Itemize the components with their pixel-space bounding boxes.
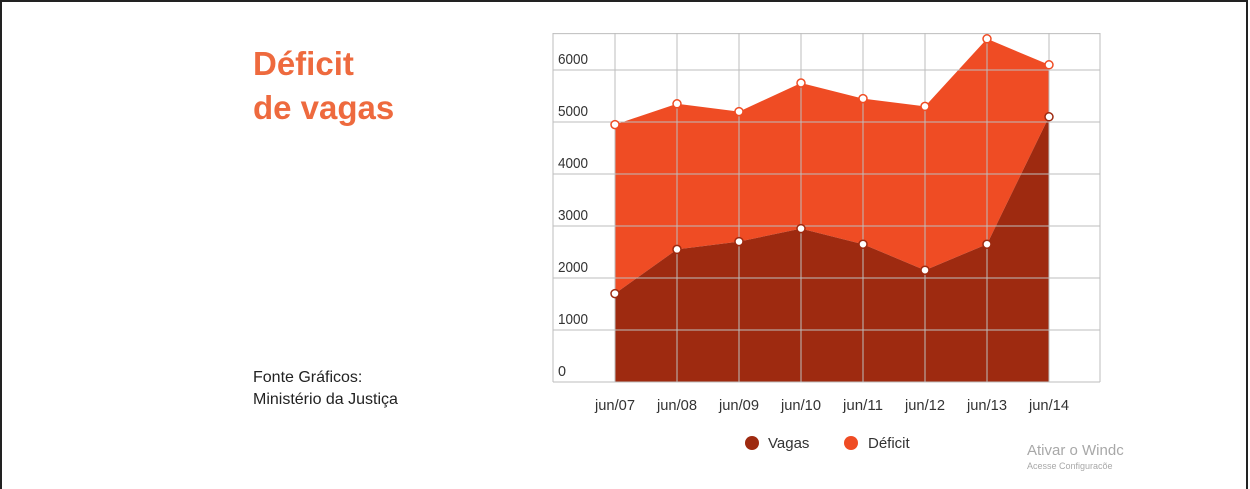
y-tick-label: 0 bbox=[558, 363, 566, 380]
watermark-line-1: Ativar o Windc bbox=[1027, 442, 1124, 459]
point-deficit bbox=[672, 99, 682, 109]
point-vagas bbox=[734, 236, 744, 247]
series-area-deficit bbox=[615, 38, 1049, 294]
point-vagas bbox=[858, 239, 868, 249]
point-vagas bbox=[1044, 112, 1054, 122]
watermark-line-2: Acesse Configuracõe bbox=[1027, 461, 1113, 471]
legend-deficit-swatch bbox=[844, 436, 858, 450]
y-tick-label: 6000 bbox=[558, 51, 588, 68]
point-vagas bbox=[982, 239, 992, 249]
legend-vagas-label: Vagas bbox=[768, 435, 809, 452]
y-tick-label: 5000 bbox=[558, 103, 588, 120]
x-tick-label: jun/10 bbox=[780, 397, 821, 414]
title-line-1: Déficit bbox=[253, 45, 354, 82]
point-deficit bbox=[920, 101, 930, 112]
source-line-1: Fonte Gráficos: bbox=[253, 369, 363, 386]
point-vagas bbox=[796, 223, 806, 234]
legend-vagas-swatch bbox=[745, 436, 759, 450]
legend-deficit-label: Déficit bbox=[868, 435, 911, 452]
point-deficit bbox=[610, 119, 620, 130]
y-tick-label: 2000 bbox=[558, 259, 588, 276]
source-line-2: Ministério da Justiça bbox=[253, 391, 398, 408]
activation-watermark: Ativar o Windc Acesse Configuracõe bbox=[1027, 442, 1124, 471]
x-tick-label: jun/09 bbox=[718, 397, 759, 414]
series-area-vagas bbox=[615, 116, 1049, 383]
point-vagas bbox=[610, 288, 620, 299]
point-vagas bbox=[672, 244, 682, 255]
point-deficit bbox=[796, 78, 806, 88]
source-note: Fonte Gráficos: Ministério da Justiça bbox=[253, 367, 398, 411]
x-tick-label: jun/13 bbox=[966, 397, 1007, 414]
x-tick-label: jun/14 bbox=[1028, 397, 1069, 414]
point-deficit bbox=[858, 93, 868, 104]
x-tick-label: jun/07 bbox=[594, 397, 635, 414]
point-vagas bbox=[920, 265, 930, 275]
y-tick-label: 3000 bbox=[558, 207, 588, 224]
chart-title: Déficit de vagas bbox=[253, 42, 394, 130]
x-tick-label: jun/12 bbox=[904, 397, 945, 414]
x-tick-label: jun/08 bbox=[656, 397, 697, 414]
point-deficit bbox=[982, 34, 992, 44]
point-deficit bbox=[734, 106, 744, 117]
y-tick-label: 1000 bbox=[558, 311, 588, 328]
x-tick-label: jun/11 bbox=[842, 397, 883, 414]
y-tick-label: 4000 bbox=[558, 155, 588, 172]
point-deficit bbox=[1044, 60, 1054, 70]
title-line-2: de vagas bbox=[253, 89, 395, 126]
